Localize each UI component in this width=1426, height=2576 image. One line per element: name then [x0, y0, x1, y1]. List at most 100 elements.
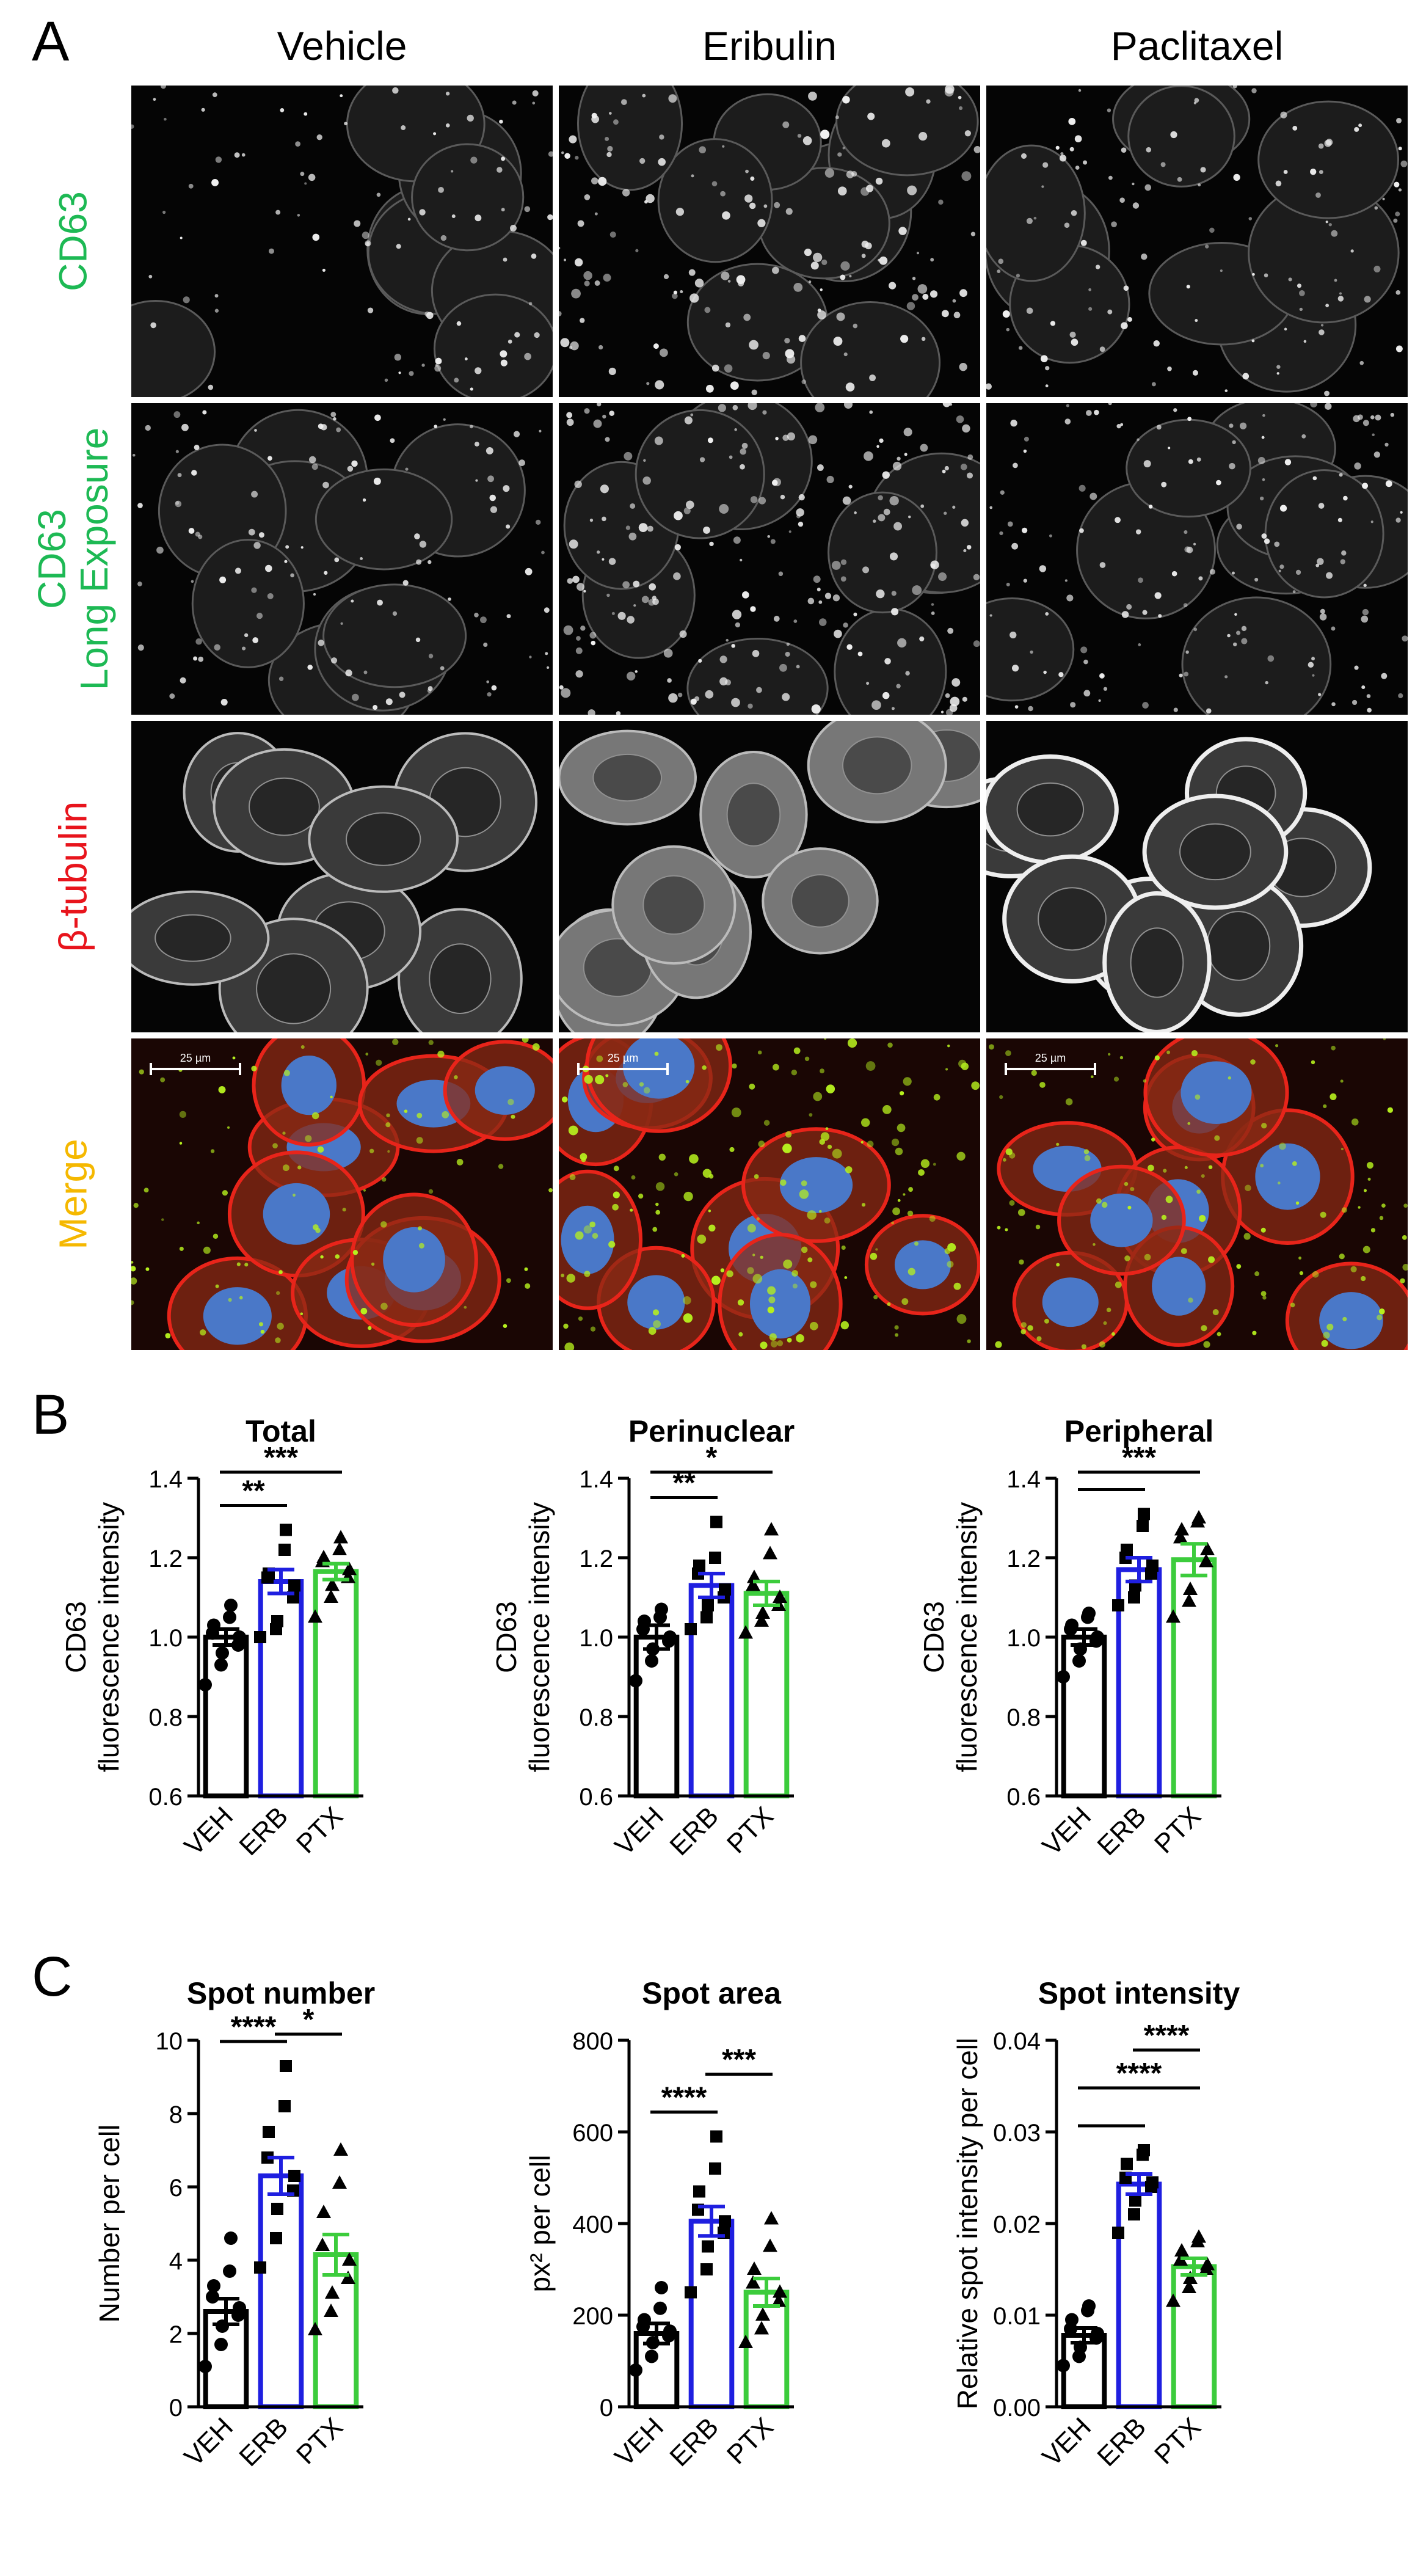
micrograph-image — [131, 721, 553, 1032]
data-point — [663, 1630, 677, 1644]
data-point — [280, 1523, 292, 1536]
micrograph-r3-c2: 25 µm — [986, 1038, 1408, 1350]
category-label: VEH — [609, 1801, 669, 1861]
data-point — [738, 1625, 753, 1639]
data-point — [1146, 1560, 1159, 1572]
significance-label: **** — [1144, 2020, 1190, 2052]
data-point — [324, 2304, 338, 2317]
scale-bar-cap — [150, 1063, 152, 1075]
category-label: VEH — [178, 2412, 239, 2472]
data-point — [325, 2285, 340, 2299]
panel-letter-a: A — [32, 10, 70, 73]
data-point — [223, 1610, 236, 1624]
y-axis-label: CD63 — [60, 1601, 92, 1673]
y-tick-label: 400 — [572, 2211, 613, 2238]
data-point — [1128, 1591, 1140, 1604]
data-point — [1057, 1670, 1070, 1684]
data-point — [746, 1577, 760, 1591]
y-tick-label: 800 — [572, 2028, 613, 2055]
data-point — [685, 2286, 697, 2299]
data-point — [1191, 1510, 1206, 1523]
data-point — [773, 1589, 787, 1603]
data-point — [629, 2363, 642, 2377]
category-label: PTX — [1149, 1801, 1207, 1859]
significance-label: **** — [231, 2011, 277, 2043]
data-point — [629, 1674, 642, 1688]
significance-label: *** — [264, 1442, 298, 1474]
chart-title: Spot area — [642, 1976, 782, 2010]
data-point — [1091, 2327, 1104, 2340]
scale-bar-line — [150, 1068, 241, 1070]
data-point — [271, 1615, 283, 1627]
y-tick-label: 1.4 — [579, 1466, 613, 1493]
data-point — [1112, 2227, 1124, 2239]
micrograph-r1-c0 — [131, 403, 553, 715]
data-point — [764, 2211, 779, 2225]
y-tick-label: 1.4 — [148, 1466, 183, 1493]
bar-PTX — [1171, 2264, 1217, 2409]
data-point — [653, 2301, 667, 2315]
bar-PTX — [313, 1569, 359, 1798]
data-point — [1191, 2229, 1206, 2243]
data-point — [254, 2261, 266, 2274]
data-point — [763, 2238, 777, 2252]
data-point — [755, 2307, 770, 2321]
data-point — [1166, 1609, 1180, 1623]
category-label: VEH — [1036, 1801, 1097, 1861]
y-tick-label: 1.0 — [148, 1625, 183, 1652]
category-label: ERB — [1091, 1801, 1152, 1861]
y-tick-label: 10 — [156, 2028, 183, 2055]
data-point — [332, 2175, 347, 2189]
data-point — [1182, 1593, 1196, 1607]
y-tick-label: 0.8 — [1006, 1704, 1041, 1731]
y-tick-label: 0.8 — [148, 1704, 183, 1731]
data-point — [233, 1630, 246, 1644]
data-point — [645, 2349, 658, 2363]
data-point — [214, 1658, 228, 1672]
micrograph-r1-c1 — [559, 403, 980, 715]
data-point — [710, 1516, 722, 1528]
data-point — [198, 1678, 212, 1691]
y-axis-label: fluorescence intensity — [523, 1502, 555, 1772]
data-point — [1129, 2194, 1141, 2207]
data-point — [773, 2284, 787, 2298]
data-point — [754, 2321, 769, 2335]
data-point — [771, 2293, 786, 2307]
data-point — [764, 1522, 779, 1536]
category-label: VEH — [609, 2412, 669, 2472]
scale-bar: 25 µm — [1005, 1052, 1096, 1076]
data-point — [1057, 2359, 1070, 2373]
y-tick-label: 0 — [600, 2395, 613, 2421]
bar-PTX — [743, 2290, 790, 2409]
scale-bar-label: 25 µm — [607, 1052, 639, 1064]
y-axis-label: fluorescence intensity — [951, 1502, 983, 1772]
micrograph-image — [986, 86, 1408, 397]
chart-4: Spot area 0 200 400 600 800 px² per cell VEHERB… — [524, 1976, 794, 2472]
micrograph-r0-c1 — [559, 86, 980, 397]
y-tick-label: 8 — [169, 2101, 183, 2128]
data-point — [702, 2240, 714, 2253]
scale-bar-label: 25 µm — [1035, 1052, 1066, 1064]
category-label: PTX — [291, 1801, 349, 1859]
data-point — [693, 1560, 705, 1572]
data-point — [288, 2170, 300, 2182]
data-point — [700, 1611, 713, 1624]
category-label: VEH — [1036, 2412, 1097, 2472]
significance-label: ** — [242, 1475, 265, 1508]
y-axis-label: Relative spot intensity per cell — [951, 2038, 983, 2410]
y-tick-label: 0.6 — [148, 1784, 183, 1811]
data-point — [663, 2324, 677, 2338]
data-point — [1082, 2299, 1096, 2313]
scale-bar-cap — [239, 1063, 241, 1075]
data-point — [325, 1577, 340, 1591]
micrograph-image — [559, 1038, 980, 1350]
micrograph-image — [131, 1038, 553, 1350]
y-tick-label: 0.01 — [993, 2303, 1041, 2330]
category-label: ERB — [233, 1801, 294, 1861]
y-axis-label: CD63 — [490, 1601, 522, 1673]
chart-title: Peripheral — [1064, 1414, 1214, 1448]
panel-letter-b: B — [32, 1384, 70, 1446]
data-point — [278, 2100, 291, 2112]
scale-bar-line — [577, 1068, 669, 1070]
